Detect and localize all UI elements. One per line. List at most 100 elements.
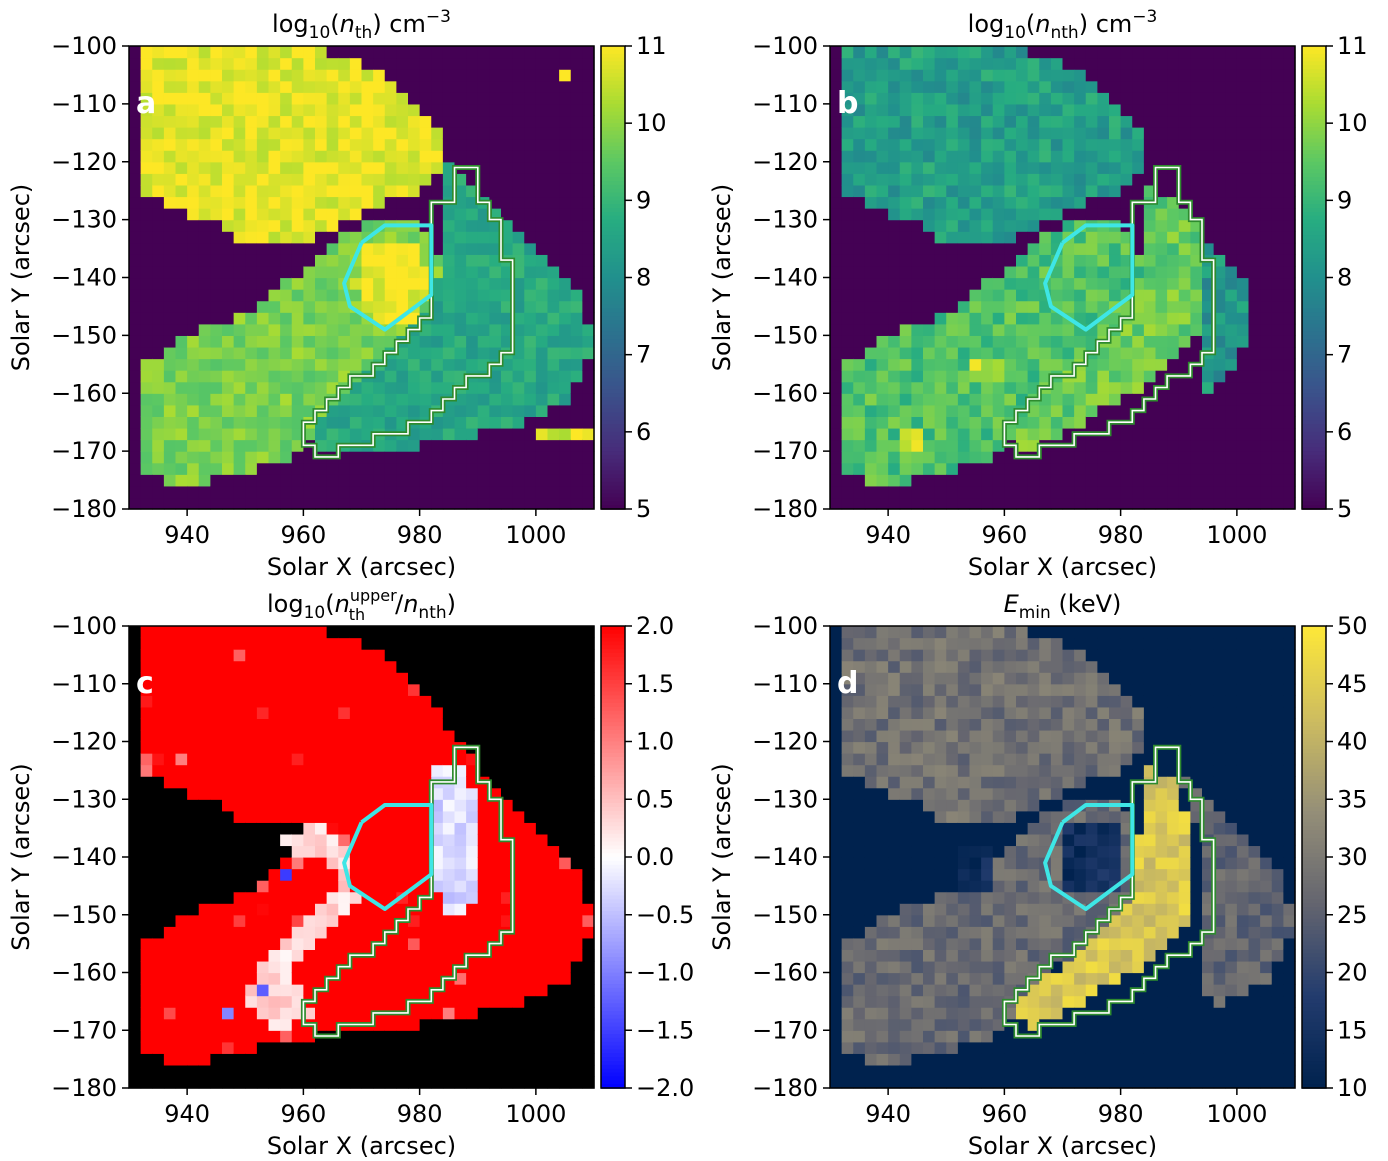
colorbar-gradient bbox=[1302, 80, 1326, 86]
heatmap-cell bbox=[512, 787, 525, 800]
heatmap-cell bbox=[419, 776, 432, 789]
heatmap-cell bbox=[419, 706, 432, 719]
heatmap-cell bbox=[245, 810, 258, 823]
heatmap-cell bbox=[477, 277, 490, 290]
heatmap-cell bbox=[957, 219, 971, 232]
heatmap-cell bbox=[1027, 485, 1040, 499]
heatmap-cell bbox=[466, 277, 479, 290]
heatmap-cell bbox=[923, 439, 936, 452]
heatmap-cell bbox=[1260, 80, 1273, 93]
heatmap-cell bbox=[291, 776, 304, 789]
heatmap-cell bbox=[349, 903, 363, 916]
heatmap-cell bbox=[431, 208, 444, 221]
heatmap-cell bbox=[129, 1018, 142, 1031]
heatmap-cell bbox=[524, 485, 537, 499]
heatmap-cell bbox=[1097, 381, 1110, 394]
heatmap-cell bbox=[1178, 150, 1191, 163]
heatmap-cell bbox=[1039, 150, 1052, 163]
heatmap-cell bbox=[911, 69, 924, 82]
heatmap-cell bbox=[198, 474, 211, 487]
heatmap-cell bbox=[899, 127, 912, 140]
heatmap-cell bbox=[1271, 393, 1284, 406]
heatmap-cell bbox=[466, 404, 479, 417]
colorbar-gradient bbox=[1302, 57, 1326, 63]
heatmap-cell bbox=[140, 753, 153, 766]
heatmap-cell bbox=[396, 926, 409, 939]
heatmap-cell bbox=[152, 949, 165, 962]
heatmap-cell bbox=[326, 857, 339, 870]
heatmap-cell bbox=[1074, 92, 1087, 105]
heatmap-cell bbox=[280, 1064, 293, 1078]
heatmap-cell bbox=[163, 903, 177, 916]
heatmap-cell bbox=[268, 265, 281, 279]
heatmap-cell bbox=[888, 404, 901, 417]
heatmap-cell bbox=[140, 626, 153, 639]
heatmap-cell bbox=[361, 741, 374, 754]
heatmap-cell bbox=[524, 80, 537, 93]
heatmap-cell bbox=[245, 92, 258, 105]
heatmap-cell bbox=[222, 683, 235, 696]
heatmap-cell bbox=[396, 254, 409, 267]
heatmap-cell bbox=[1236, 115, 1250, 128]
heatmap-cell bbox=[349, 289, 363, 302]
heatmap-cell bbox=[992, 451, 1005, 464]
heatmap-cell bbox=[864, 69, 878, 82]
heatmap-cell bbox=[934, 208, 947, 221]
heatmap-cell bbox=[454, 184, 467, 198]
heatmap-cell bbox=[570, 462, 583, 475]
heatmap-cell bbox=[1225, 115, 1238, 128]
heatmap-cell bbox=[524, 741, 537, 754]
heatmap-cell bbox=[477, 926, 490, 939]
heatmap-cell bbox=[210, 92, 223, 105]
heatmap-cell bbox=[888, 393, 901, 406]
heatmap-cell bbox=[442, 103, 456, 117]
heatmap-cell bbox=[981, 358, 994, 371]
heatmap-cell bbox=[338, 914, 351, 927]
heatmap-cell bbox=[1167, 300, 1180, 313]
heatmap-cell bbox=[349, 138, 363, 151]
heatmap-cell bbox=[559, 451, 572, 464]
heatmap-cell bbox=[946, 69, 959, 82]
heatmap-cell bbox=[431, 903, 444, 916]
heatmap-cell bbox=[198, 880, 211, 893]
heatmap-cell bbox=[152, 323, 165, 336]
heatmap-cell bbox=[280, 173, 293, 186]
heatmap-cell bbox=[559, 346, 572, 360]
heatmap-cell bbox=[547, 300, 560, 313]
heatmap-cell bbox=[268, 312, 281, 325]
heatmap-cell bbox=[923, 485, 936, 499]
heatmap-cell bbox=[501, 1076, 514, 1089]
heatmap-cell bbox=[570, 323, 583, 336]
heatmap-cell bbox=[1283, 335, 1296, 348]
heatmap-cell bbox=[559, 46, 572, 59]
heatmap-cell bbox=[175, 799, 188, 812]
heatmap-cell bbox=[222, 845, 235, 858]
heatmap-cell bbox=[210, 57, 223, 70]
heatmap-cell bbox=[1062, 254, 1075, 267]
heatmap-cell bbox=[570, 242, 583, 255]
heatmap-cell bbox=[198, 706, 211, 719]
heatmap-cell bbox=[1143, 208, 1157, 221]
heatmap-cell bbox=[431, 649, 444, 662]
heatmap-cell bbox=[408, 753, 421, 766]
heatmap-cell bbox=[1120, 196, 1133, 209]
heatmap-cell bbox=[1213, 427, 1226, 441]
colorbar-gradient bbox=[601, 127, 625, 132]
heatmap-cell bbox=[152, 1007, 165, 1020]
heatmap-cell bbox=[1120, 254, 1133, 267]
heatmap-cell bbox=[934, 196, 947, 209]
heatmap-cell bbox=[969, 92, 982, 105]
heatmap-cell bbox=[419, 764, 432, 777]
heatmap-cell bbox=[187, 451, 200, 464]
heatmap-cell bbox=[512, 451, 525, 464]
heatmap-cell bbox=[582, 184, 595, 198]
heatmap-cell bbox=[396, 381, 409, 394]
heatmap-cell bbox=[477, 984, 490, 997]
heatmap-cell bbox=[268, 1053, 281, 1066]
heatmap-cell bbox=[291, 358, 304, 371]
heatmap-cell bbox=[140, 1030, 153, 1043]
heatmap-cell bbox=[140, 903, 153, 916]
heatmap-cell bbox=[582, 254, 595, 267]
colorbar-gradient bbox=[1302, 61, 1326, 67]
heatmap-cell bbox=[1283, 219, 1296, 232]
